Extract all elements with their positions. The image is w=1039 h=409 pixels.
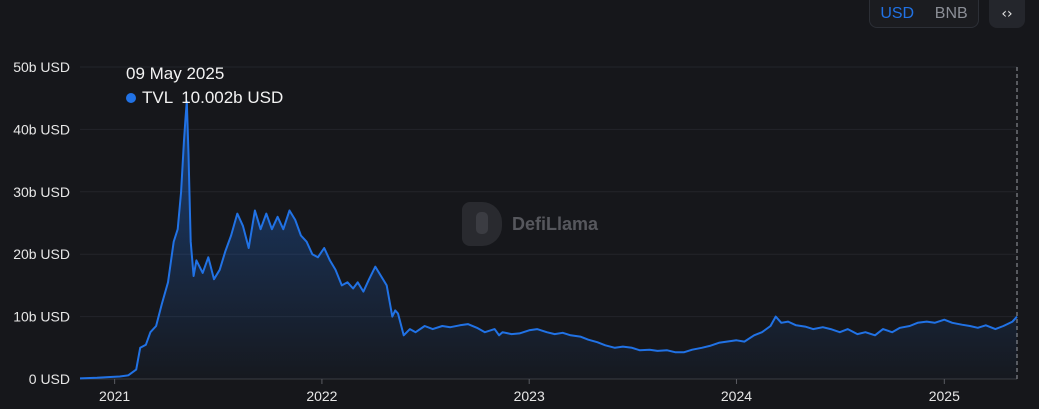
y-tick-label: 0 USD: [29, 371, 70, 387]
series-color-dot: [126, 93, 136, 103]
currency-toggle: USD BNB: [869, 0, 979, 28]
tooltip-date: 09 May 2025: [126, 64, 225, 83]
watermark-text: DefiLlama: [512, 213, 599, 234]
y-tick-label: 10b USD: [13, 309, 70, 325]
x-tick-label: 2023: [514, 388, 545, 404]
tooltip-value: 10.002b USD: [181, 88, 284, 107]
y-tick-label: 20b USD: [13, 246, 70, 262]
tooltip-series-name: TVL: [142, 88, 174, 107]
llama-logo-icon: [462, 202, 502, 246]
bnb-option[interactable]: BNB: [934, 4, 968, 22]
code-brackets-icon: ‹›: [1001, 6, 1013, 22]
x-tick-label: 2022: [306, 388, 337, 404]
tvl-series-line: [79, 100, 1018, 380]
x-tick-label: 2024: [721, 388, 752, 404]
y-tick-label: 40b USD: [13, 121, 70, 137]
tvl-area-fill: [80, 101, 1017, 380]
embed-code-button[interactable]: ‹›: [989, 0, 1025, 28]
y-tick-label: 50b USD: [13, 59, 70, 75]
x-tick-label: 2021: [99, 388, 130, 404]
y-tick-label: 30b USD: [13, 184, 70, 200]
defillama-watermark: DefiLlama: [462, 202, 598, 246]
chart-tooltip: 09 May 2025 TVL 10.002b USD: [126, 64, 283, 108]
usd-option[interactable]: USD: [880, 4, 915, 22]
x-tick-label: 2025: [929, 388, 960, 404]
